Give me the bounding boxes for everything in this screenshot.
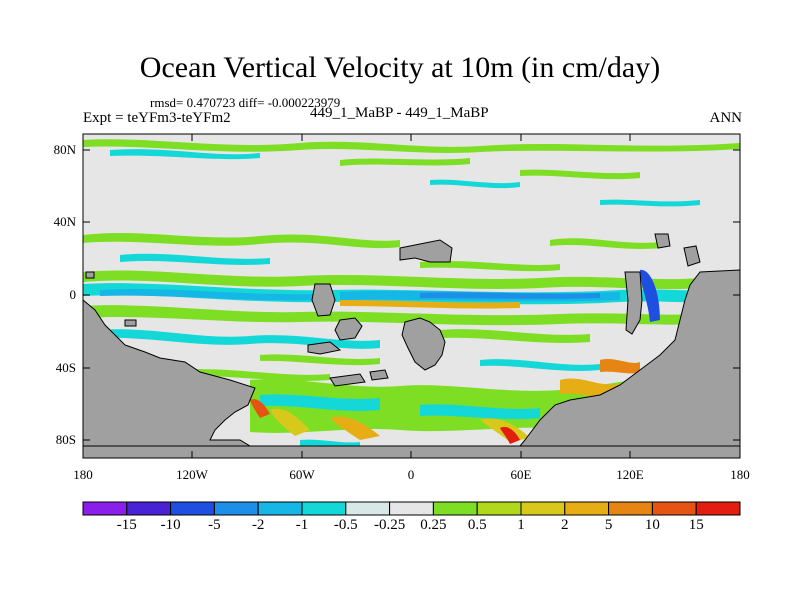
- colorbar-swatch: [126, 501, 172, 516]
- land-island-6: [654, 233, 671, 249]
- colorbar-swatch: [389, 501, 434, 516]
- land-island-5: [624, 271, 643, 335]
- colorbar-swatch: [301, 501, 347, 516]
- colorbar-swatch: [476, 501, 522, 516]
- season-label: ANN: [709, 110, 743, 126]
- land-africa: [401, 317, 446, 371]
- colorbar-swatch: [520, 501, 566, 516]
- ytick-80s: 80S: [55, 432, 76, 447]
- colorbar-label: -10: [160, 517, 181, 533]
- land-island-8: [329, 373, 366, 387]
- land-island-3: [307, 341, 342, 355]
- land-west-south: [82, 298, 256, 447]
- land-masses: [82, 233, 741, 459]
- colorbar-label: 1: [517, 517, 525, 533]
- ytick-40s: 40S: [55, 360, 76, 375]
- land-island-9: [369, 369, 389, 381]
- land-island-4: [399, 239, 453, 263]
- case-subtitle: 449_1_MaBP - 449_1_MaBP: [310, 105, 489, 121]
- xtick-60w: 60W: [289, 467, 315, 482]
- colorbar-label: 0.5: [467, 517, 487, 533]
- xtick-60e: 60E: [510, 467, 532, 482]
- rmsd-stats: rmsd= 0.470723 diff= -0.000223979: [150, 95, 341, 110]
- land-island-7: [683, 245, 701, 267]
- colorbar-label: 5: [604, 517, 613, 533]
- colorbar-label: 2: [561, 517, 569, 533]
- colorbar-swatch: [82, 501, 128, 516]
- land-island-1: [311, 283, 336, 317]
- ytick-40n: 40N: [53, 214, 76, 229]
- colorbar-label: -5: [208, 517, 221, 533]
- experiment-label: Expt = teYFm3-teYFm2: [83, 110, 231, 126]
- colorbar-swatch: [170, 501, 215, 516]
- xtick-120w: 120W: [176, 467, 208, 482]
- colorbar-label: -2: [251, 517, 265, 533]
- colorbar-swatch: [695, 501, 741, 516]
- xtick-0: 0: [407, 467, 415, 482]
- colorbar-label: -1: [295, 517, 309, 533]
- velocity-field: [83, 139, 740, 447]
- colorbar-swatch: [432, 501, 478, 516]
- ytick-0: 0: [69, 287, 77, 302]
- land-east-south: [518, 269, 741, 447]
- colorbar-label: 15: [688, 517, 704, 533]
- colorbar-swatch: [651, 501, 697, 516]
- xtick-180w: 180: [73, 467, 93, 482]
- xtick-180e: 180: [730, 467, 750, 482]
- land-island-2: [334, 317, 363, 341]
- colorbar-label: 0.25: [420, 517, 447, 533]
- colorbar-label: -0.25: [373, 517, 406, 533]
- ytick-80n: 80N: [53, 142, 76, 157]
- colorbar-swatch: [345, 501, 391, 516]
- colorbar-swatch: [213, 501, 259, 516]
- colorbar-swatch: [564, 501, 610, 516]
- land-island-10: [124, 319, 137, 327]
- colorbar-swatch: [608, 501, 653, 516]
- xtick-120e: 120E: [616, 467, 644, 482]
- colorbar-swatch: [257, 501, 303, 516]
- colorbar-label: -0.5: [333, 517, 358, 533]
- axis-ticks: [82, 134, 741, 458]
- colorbar-label: -15: [116, 517, 137, 533]
- colorbar: [82, 501, 741, 516]
- land-island-11: [85, 271, 95, 279]
- colorbar-label: 10: [644, 517, 660, 533]
- plot-title: Ocean Vertical Velocity at 10m (in cm/da…: [139, 51, 661, 84]
